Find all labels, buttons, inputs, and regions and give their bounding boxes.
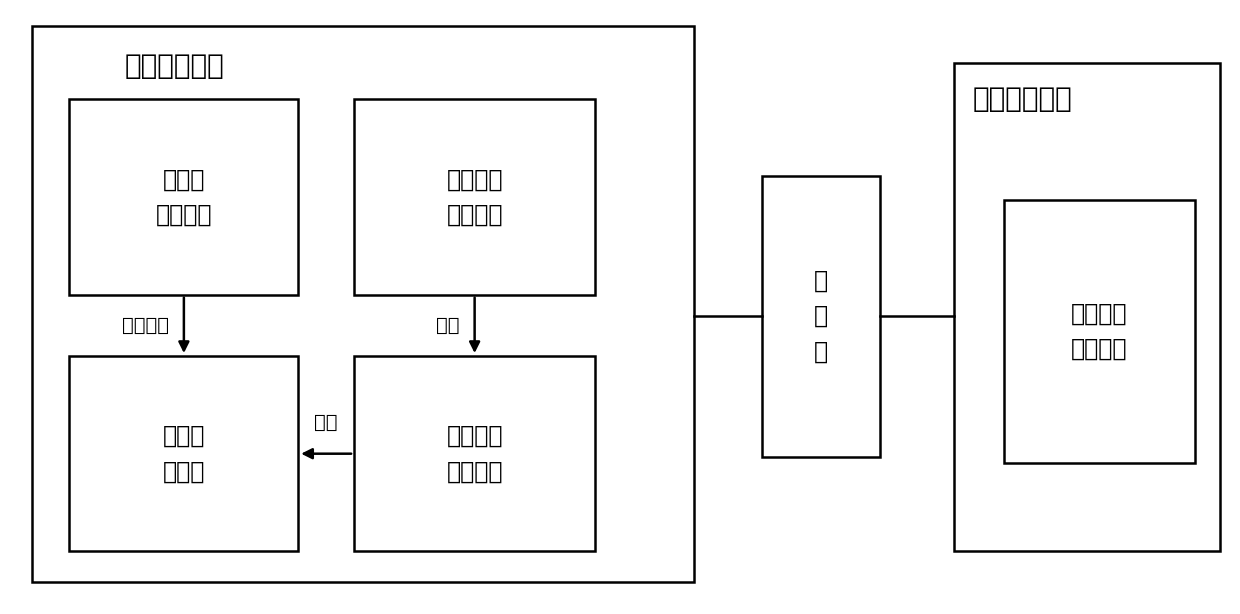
Text: 流分类
判定模块: 流分类 判定模块 bbox=[156, 167, 212, 227]
Bar bbox=[69, 99, 299, 295]
Text: 拥塞信息
反馈模块: 拥塞信息 反馈模块 bbox=[1071, 301, 1127, 361]
Text: 拥塞窗口
调节模块: 拥塞窗口 调节模块 bbox=[446, 424, 503, 483]
Text: 交
换
机: 交 换 机 bbox=[813, 269, 828, 363]
Text: 接收端服务器: 接收端服务器 bbox=[972, 85, 1073, 113]
Bar bbox=[763, 176, 880, 457]
Bar bbox=[954, 63, 1220, 551]
Bar bbox=[69, 356, 299, 551]
Bar bbox=[1003, 200, 1195, 463]
Text: 更新维护: 更新维护 bbox=[122, 316, 169, 335]
Text: 流分类
数据库: 流分类 数据库 bbox=[162, 424, 205, 483]
Bar bbox=[353, 99, 595, 295]
Text: 查询: 查询 bbox=[315, 413, 339, 432]
Bar bbox=[353, 356, 595, 551]
Text: 触发: 触发 bbox=[436, 316, 460, 335]
Text: 发送端服务器: 发送端服务器 bbox=[125, 52, 224, 80]
Text: 拥塞信息
感知模块: 拥塞信息 感知模块 bbox=[446, 167, 503, 227]
Bar bbox=[32, 26, 694, 582]
